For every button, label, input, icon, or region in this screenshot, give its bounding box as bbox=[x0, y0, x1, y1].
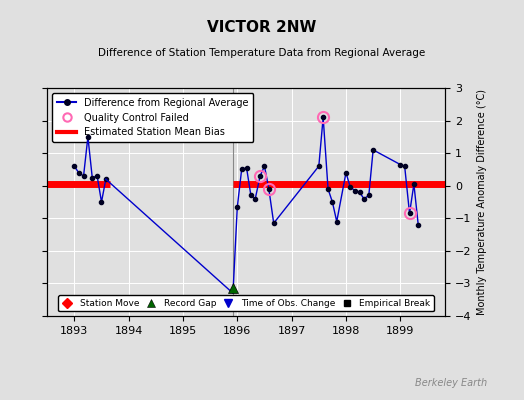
Text: Difference of Station Temperature Data from Regional Average: Difference of Station Temperature Data f… bbox=[99, 48, 425, 58]
Text: Berkeley Earth: Berkeley Earth bbox=[415, 378, 487, 388]
Legend: Station Move, Record Gap, Time of Obs. Change, Empirical Break: Station Move, Record Gap, Time of Obs. C… bbox=[58, 295, 434, 312]
Text: VICTOR 2NW: VICTOR 2NW bbox=[208, 20, 316, 35]
Y-axis label: Monthly Temperature Anomaly Difference (°C): Monthly Temperature Anomaly Difference (… bbox=[477, 89, 487, 315]
